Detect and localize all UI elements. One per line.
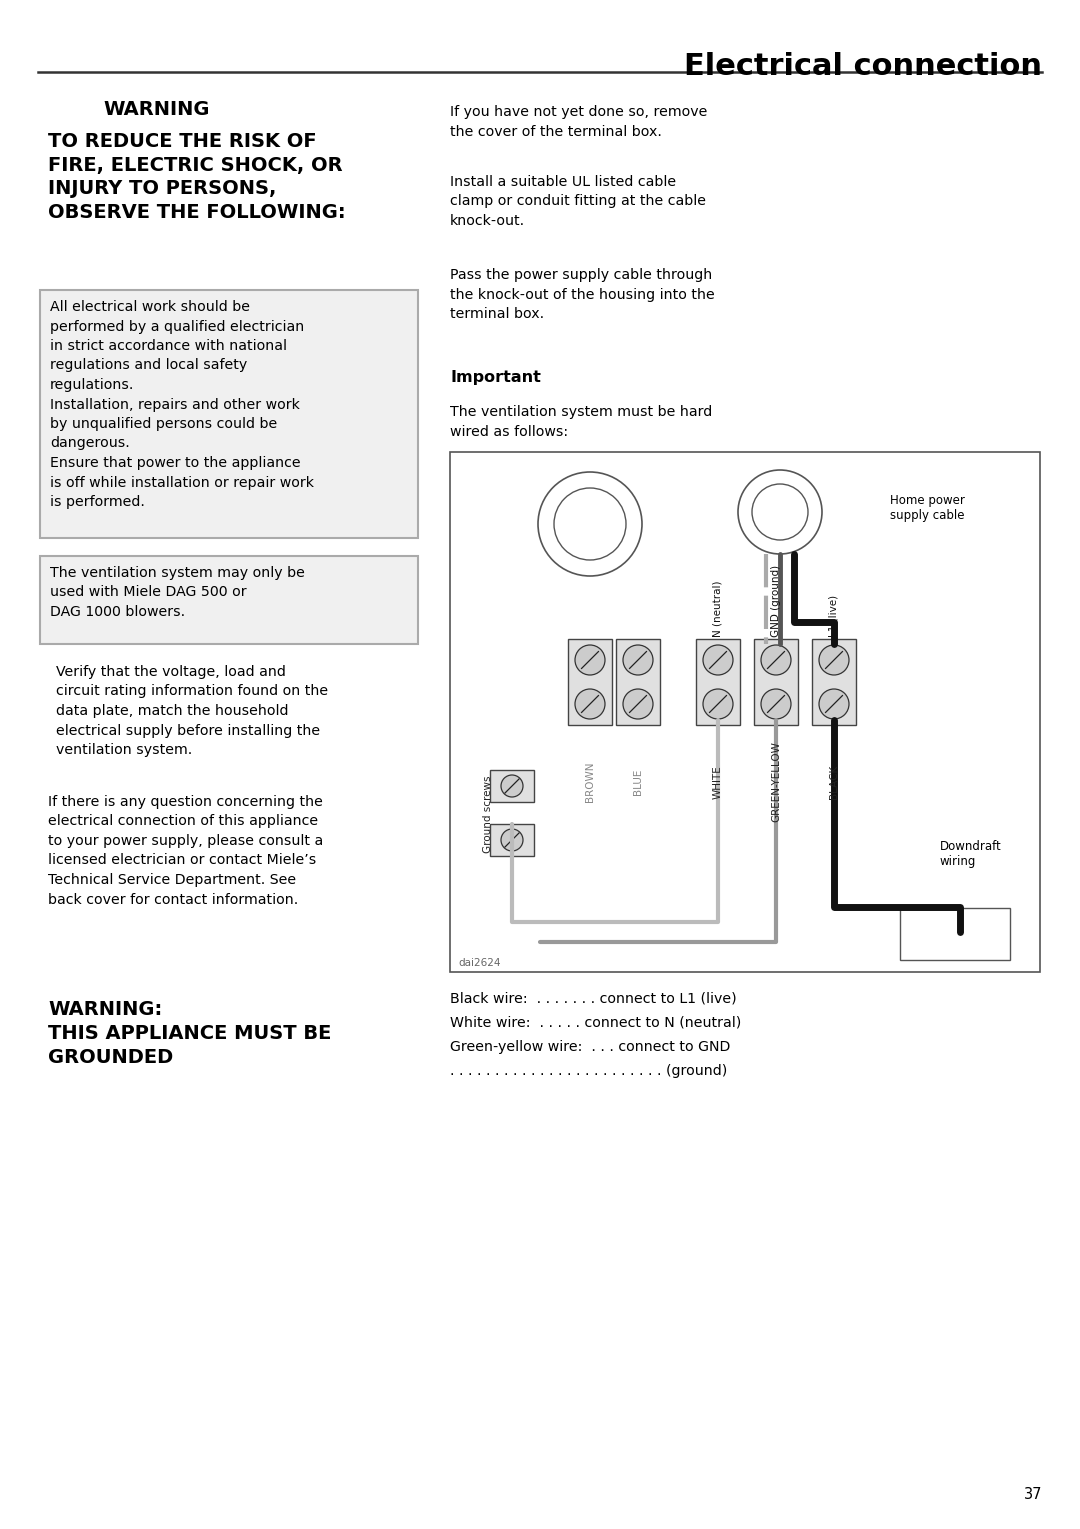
Circle shape [575, 690, 605, 719]
Text: The ventilation system must be hard
wired as follows:: The ventilation system must be hard wire… [450, 405, 712, 439]
FancyBboxPatch shape [450, 453, 1040, 972]
Circle shape [575, 645, 605, 674]
Text: N (neutral): N (neutral) [713, 581, 723, 638]
Circle shape [819, 645, 849, 674]
FancyBboxPatch shape [812, 639, 856, 725]
Text: The ventilation system may only be
used with Miele DAG 500 or
DAG 1000 blowers.: The ventilation system may only be used … [50, 566, 305, 619]
Text: All electrical work should be
performed by a qualified electrician
in strict acc: All electrical work should be performed … [50, 300, 314, 509]
Circle shape [501, 775, 523, 797]
FancyBboxPatch shape [40, 291, 418, 538]
Text: BLACK: BLACK [829, 764, 839, 800]
Text: WARNING: WARNING [103, 99, 210, 119]
Circle shape [819, 690, 849, 719]
Text: If you have not yet done so, remove
the cover of the terminal box.: If you have not yet done so, remove the … [450, 106, 707, 139]
Text: Pass the power supply cable through
the knock-out of the housing into the
termin: Pass the power supply cable through the … [450, 268, 715, 321]
FancyBboxPatch shape [754, 639, 798, 725]
Text: Install a suitable UL listed cable
clamp or conduit fitting at the cable
knock-o: Install a suitable UL listed cable clamp… [450, 174, 706, 228]
FancyBboxPatch shape [490, 771, 534, 803]
Text: If there is any question concerning the
electrical connection of this appliance
: If there is any question concerning the … [48, 795, 323, 907]
Text: L1 (live): L1 (live) [829, 595, 839, 638]
Circle shape [501, 829, 523, 852]
Text: Home power
supply cable: Home power supply cable [890, 494, 964, 521]
Text: White wire:  . . . . . connect to N (neutral): White wire: . . . . . connect to N (neut… [450, 1015, 741, 1031]
Text: Verify that the voltage, load and
circuit rating information found on the
data p: Verify that the voltage, load and circui… [56, 665, 328, 757]
Text: Important: Important [450, 370, 541, 385]
Circle shape [703, 645, 733, 674]
Text: . . . . . . . . . . . . . . . . . . . . . . . . (ground): . . . . . . . . . . . . . . . . . . . . … [450, 1064, 727, 1078]
Text: Electrical connection: Electrical connection [684, 52, 1042, 81]
Circle shape [703, 690, 733, 719]
Text: Green-yellow wire:  . . . connect to GND: Green-yellow wire: . . . connect to GND [450, 1040, 730, 1053]
Text: Ground screws: Ground screws [483, 775, 492, 853]
Text: 37: 37 [1024, 1488, 1042, 1501]
FancyBboxPatch shape [490, 824, 534, 856]
FancyBboxPatch shape [900, 908, 1010, 960]
FancyBboxPatch shape [40, 557, 418, 644]
FancyBboxPatch shape [568, 639, 612, 725]
Text: WARNING:
THIS APPLIANCE MUST BE
GROUNDED: WARNING: THIS APPLIANCE MUST BE GROUNDED [48, 1000, 332, 1067]
Text: Black wire:  . . . . . . . connect to L1 (live): Black wire: . . . . . . . connect to L1 … [450, 992, 737, 1006]
FancyBboxPatch shape [696, 639, 740, 725]
Text: BROWN: BROWN [585, 761, 595, 803]
Text: GREEN-YELLOW: GREEN-YELLOW [771, 742, 781, 823]
Text: dai2624: dai2624 [458, 959, 500, 968]
FancyBboxPatch shape [616, 639, 660, 725]
Text: GND (ground): GND (ground) [771, 564, 781, 638]
Circle shape [761, 645, 791, 674]
Text: BLUE: BLUE [633, 769, 643, 795]
Circle shape [623, 690, 653, 719]
Circle shape [761, 690, 791, 719]
Text: TO REDUCE THE RISK OF
FIRE, ELECTRIC SHOCK, OR
INJURY TO PERSONS,
OBSERVE THE FO: TO REDUCE THE RISK OF FIRE, ELECTRIC SHO… [48, 131, 346, 222]
Text: WHITE: WHITE [713, 764, 723, 798]
Circle shape [623, 645, 653, 674]
Text: Downdraft
wiring: Downdraft wiring [940, 839, 1002, 868]
